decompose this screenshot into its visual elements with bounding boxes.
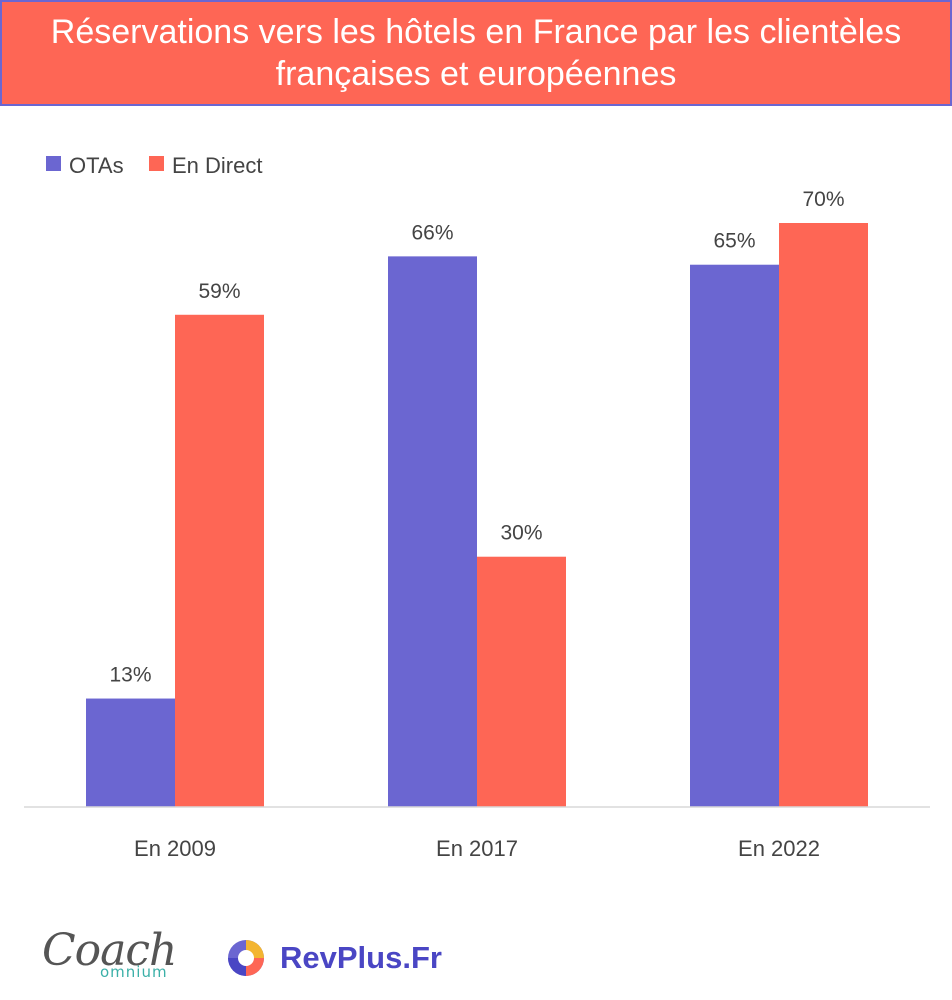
data-label-1-1: 30% xyxy=(500,522,542,545)
revplus-logo: RevPlus.Fr xyxy=(226,938,442,978)
revplus-text: RevPlus.Fr xyxy=(280,940,442,975)
bar-0-1 xyxy=(388,256,477,807)
data-label-1-0: 59% xyxy=(198,280,240,303)
data-label-0-0: 13% xyxy=(109,664,151,687)
title-banner: Réservations vers les hôtels en France p… xyxy=(0,0,952,106)
bar-1-1 xyxy=(477,556,566,807)
legend-swatch-0 xyxy=(46,156,61,171)
omnium-logo-word: omnium xyxy=(100,963,168,981)
coach-omnium-logo: Coach omnium xyxy=(42,925,182,985)
bar-1-0 xyxy=(175,314,264,807)
legend-swatch-1 xyxy=(149,156,164,171)
bar-0-0 xyxy=(86,698,175,807)
category-label-1: En 2017 xyxy=(436,836,518,861)
chart: OTAs En Direct 13% 59% En 2009 66% 30% En 2017 6… xyxy=(24,153,930,861)
legend-label-1: En Direct xyxy=(172,153,262,178)
data-label-1-2: 70% xyxy=(802,188,844,211)
chart-title: Réservations vers les hôtels en France p… xyxy=(50,13,902,93)
category-label-2: En 2022 xyxy=(738,836,820,861)
legend-label-0: OTAs xyxy=(69,153,124,178)
bar-1-2 xyxy=(779,223,868,807)
data-label-0-1: 66% xyxy=(411,221,453,244)
data-label-0-2: 65% xyxy=(713,230,755,253)
coach-logo-word: Coach xyxy=(42,925,177,976)
category-label-0: En 2009 xyxy=(134,836,216,861)
revplus-logo-icon xyxy=(228,940,264,976)
bar-0-2 xyxy=(690,264,779,807)
